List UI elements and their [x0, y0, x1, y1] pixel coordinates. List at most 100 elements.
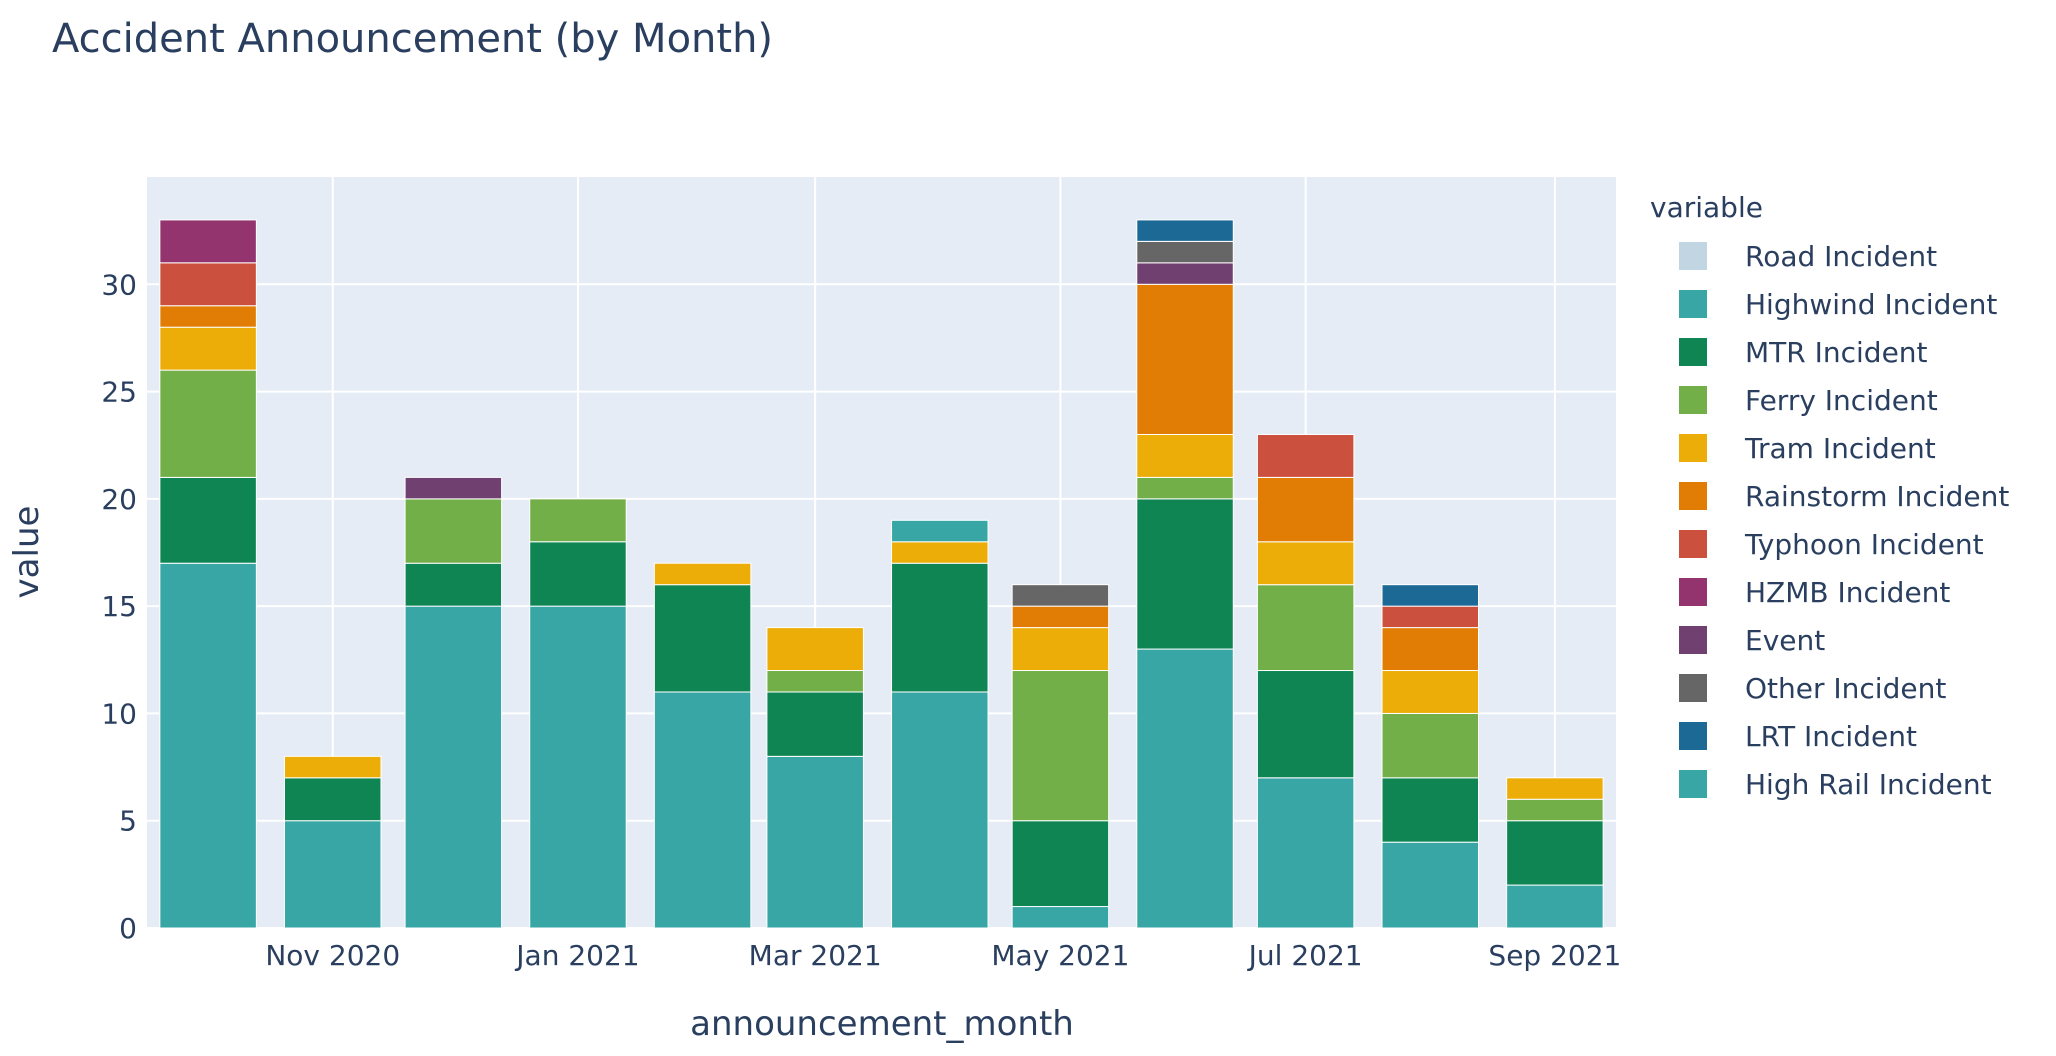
bar-segment: [766, 691, 864, 757]
legend-item-label: LRT Incident: [1745, 720, 1917, 753]
x-tick-label: May 2021: [991, 939, 1129, 972]
x-tick-label: Jul 2021: [1247, 939, 1363, 972]
y-axis-ticks: 0 5 10 15 20 25 30: [101, 268, 137, 945]
bar-segment: [1136, 498, 1234, 650]
bar-segment: [653, 562, 752, 586]
legend-item-label: MTR Incident: [1745, 336, 1928, 369]
x-axis-title: announcement_month: [690, 1004, 1074, 1044]
bar-segment: [766, 670, 864, 693]
bar-segment: [1381, 605, 1480, 629]
bar-segment: [404, 498, 503, 564]
legend-item-label: Highwind Incident: [1745, 288, 1997, 321]
bar-segment: [404, 605, 503, 929]
x-tick-label: Sep 2021: [1488, 939, 1621, 972]
plot-background: [147, 177, 1616, 928]
bar-segment: [891, 691, 989, 929]
y-tick-label: 0: [119, 912, 137, 945]
bar-segment: [1011, 820, 1110, 908]
legend-item-label: Other Incident: [1745, 672, 1946, 705]
legend-swatch: [1679, 530, 1707, 558]
bar-segment: [1506, 820, 1604, 886]
legend-swatch: [1679, 290, 1707, 318]
bar-segment: [159, 219, 257, 264]
bar-segment: [1136, 433, 1234, 478]
chart-title: Accident Announcement (by Month): [52, 16, 773, 62]
bar-segment: [1506, 884, 1604, 929]
bar-segment: [283, 820, 382, 929]
bar-segment: [891, 562, 989, 693]
bar-segment: [1256, 541, 1355, 586]
y-tick-label: 25: [101, 376, 137, 409]
legend-item-label: High Rail Incident: [1745, 768, 1992, 801]
y-tick-label: 15: [101, 590, 137, 623]
bar-segment: [766, 627, 864, 672]
bar-segment: [159, 369, 257, 478]
bar-segment: [159, 262, 257, 307]
bar-segment: [529, 498, 627, 543]
legend-swatch: [1679, 386, 1707, 414]
bar-segment: [1011, 906, 1110, 929]
bar-segment: [891, 519, 989, 543]
bar-segment: [159, 562, 257, 929]
bar-segment: [1136, 240, 1234, 264]
bar-segment: [1506, 777, 1604, 800]
bar-segment: [1256, 433, 1355, 478]
bar-segment: [1136, 283, 1234, 435]
y-tick-label: 20: [101, 483, 137, 516]
bar-segment: [529, 605, 627, 929]
bar-segment: [1011, 627, 1110, 672]
bar-segment: [404, 562, 503, 607]
bar-segment: [1136, 476, 1234, 500]
legend-item-label: Road Incident: [1745, 240, 1937, 273]
x-tick-label: Mar 2021: [749, 939, 882, 972]
legend-item-label: Rainstorm Incident: [1745, 480, 2009, 513]
bar-segment: [1506, 798, 1604, 822]
bar-segment: [1256, 777, 1355, 929]
bar-segment: [404, 476, 503, 500]
legend-title: variable: [1650, 191, 1763, 224]
legend-swatch: [1679, 578, 1707, 606]
bar-segment: [1136, 648, 1234, 929]
x-axis-ticks: Nov 2020 Jan 2021 Mar 2021 May 2021 Jul 2021…: [265, 939, 1621, 972]
bar-segment: [1136, 219, 1234, 242]
bar-segment: [283, 777, 382, 822]
bar-segment: [1381, 841, 1480, 929]
legend-item-label: Ferry Incident: [1745, 384, 1938, 417]
legend-swatch: [1679, 482, 1707, 510]
legend-swatch: [1679, 434, 1707, 462]
bar-segment: [159, 305, 257, 328]
bar-segment: [159, 326, 257, 371]
x-tick-label: Nov 2020: [265, 939, 400, 972]
y-tick-label: 10: [101, 697, 137, 730]
legend-item-label: Tram Incident: [1744, 432, 1936, 465]
bar-segment: [529, 541, 627, 607]
bar-segment: [1381, 584, 1480, 607]
bar-segment: [1381, 712, 1480, 779]
bar-segment: [283, 755, 382, 779]
bar-segment: [1256, 584, 1355, 672]
bar-segment: [1256, 670, 1355, 779]
legend-item-label: HZMB Incident: [1745, 576, 1950, 609]
bar-segment: [1256, 476, 1355, 543]
bar-segment: [653, 691, 752, 929]
y-axis-title: value: [7, 506, 47, 599]
legend-swatch: [1679, 338, 1707, 366]
bar-segment: [766, 755, 864, 929]
bar-segment: [1381, 627, 1480, 672]
x-tick-label: Jan 2021: [514, 939, 639, 972]
legend-swatch: [1679, 242, 1707, 270]
y-tick-label: 5: [119, 805, 137, 838]
bar-segment: [891, 541, 989, 564]
bar-segment: [653, 584, 752, 693]
y-tick-label: 30: [101, 268, 137, 301]
bar-segment: [1136, 262, 1234, 285]
legend-swatch: [1679, 722, 1707, 750]
bar-segment: [1381, 670, 1480, 714]
legend-item-label: Event: [1745, 624, 1825, 657]
bars: [159, 219, 1604, 929]
bar-segment: [1011, 670, 1110, 822]
legend-swatch: [1679, 674, 1707, 702]
legend-swatch: [1679, 626, 1707, 654]
bar-segment: [1381, 777, 1480, 843]
bar-segment: [1011, 584, 1110, 607]
